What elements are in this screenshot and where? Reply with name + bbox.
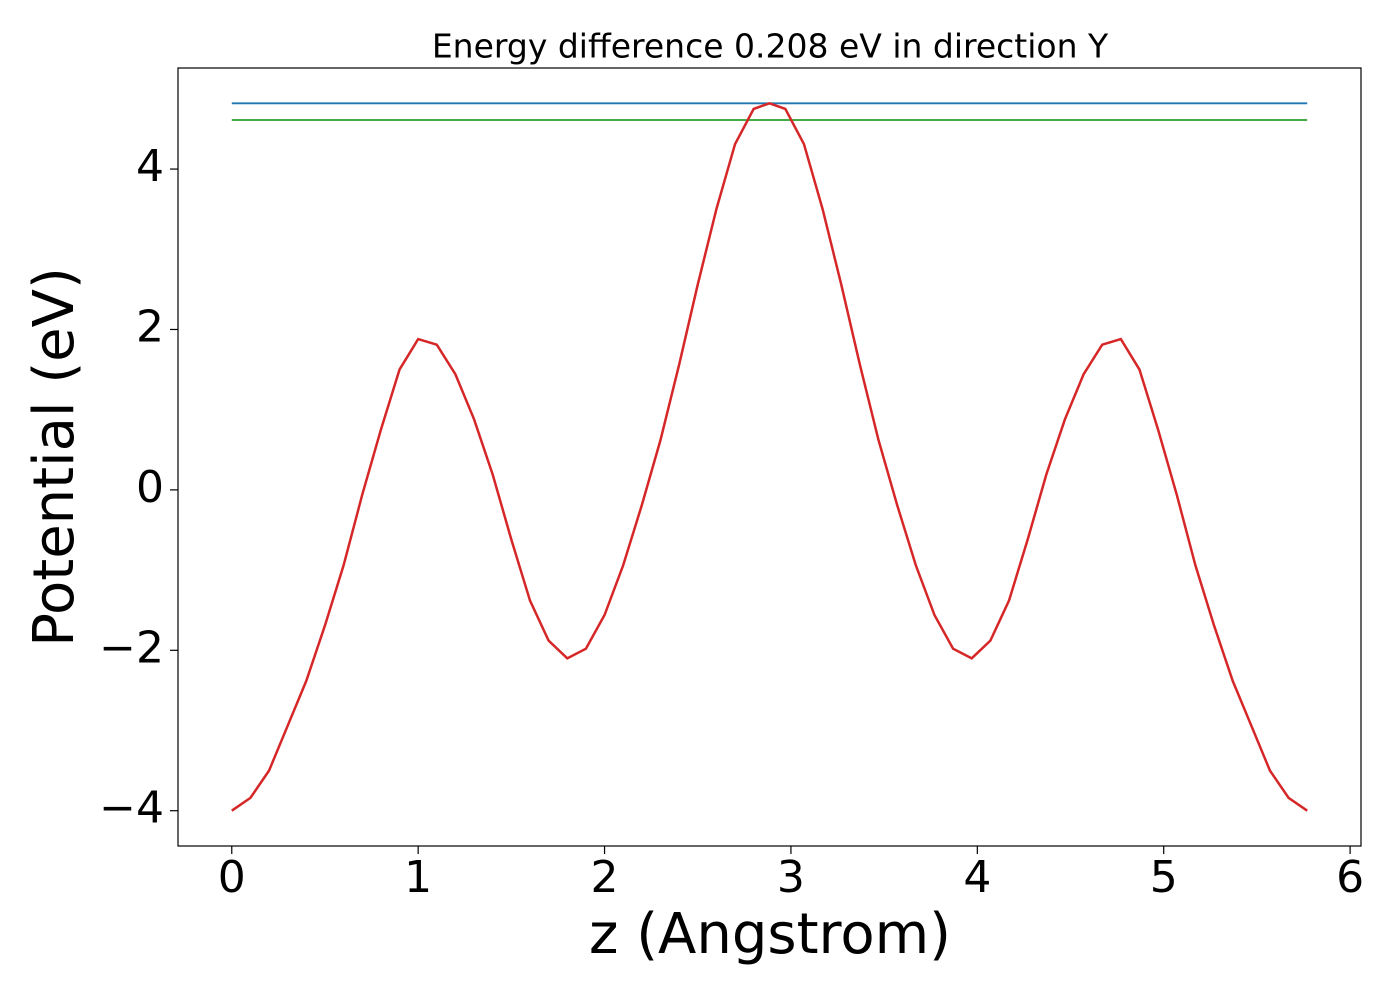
y-tick-label: 0	[136, 462, 164, 513]
x-tick-label: 2	[591, 852, 619, 903]
x-axis-label: z (Angstrom)	[589, 902, 951, 967]
y-tick-label: −4	[99, 783, 164, 834]
x-tick-label: 4	[963, 852, 991, 903]
y-tick-label: 4	[136, 141, 164, 192]
line	[231, 101, 1308, 812]
y-tick-label: −2	[99, 622, 164, 673]
x-tick-label: 3	[777, 852, 805, 903]
x-tick-label: 6	[1336, 852, 1364, 903]
plot-frame	[177, 67, 1362, 847]
x-tick-label: 5	[1150, 852, 1178, 903]
x-tick-label: 0	[218, 852, 246, 903]
chart-title: Energy difference 0.208 eV in direction …	[432, 27, 1109, 66]
x-tick-label: 1	[404, 852, 432, 903]
y-tick-label: 2	[136, 301, 164, 352]
y-axis-label: Potential (eV)	[22, 267, 87, 647]
